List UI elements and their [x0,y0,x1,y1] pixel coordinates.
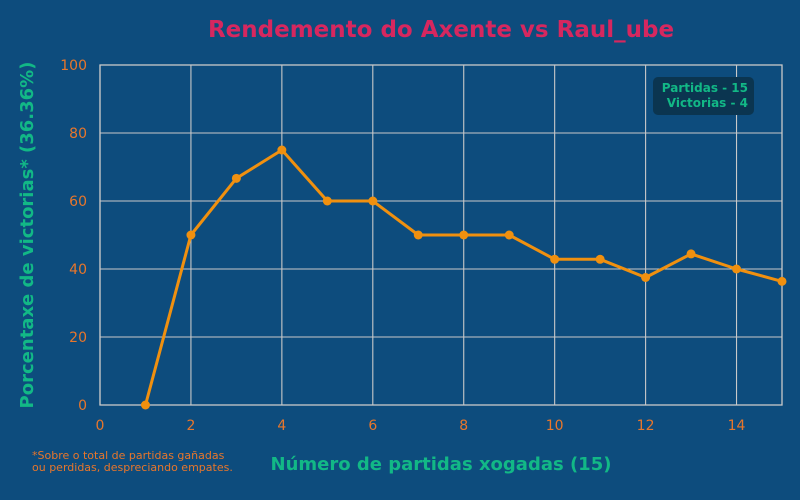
y-tick-label: 20 [69,330,87,346]
x-axis-label: Número de partidas xogadas (15) [271,454,612,475]
plot-frame [99,64,783,406]
data-point [459,230,469,240]
legend-background [653,77,754,115]
x-tick-label: 14 [728,418,746,434]
x-tick-label: 6 [368,418,377,434]
data-point [368,196,378,206]
tick-labels: 0 2 4 6 8 10 12 14 0 20 40 60 80 100 [60,58,745,434]
y-tick-label: 0 [78,398,87,414]
y-tick-label: 100 [60,58,87,74]
series-layer [140,145,787,410]
data-point [413,230,423,240]
plot-border [99,64,783,406]
data-point [732,264,742,274]
data-point [277,145,287,155]
data-point [231,173,241,183]
data-point [186,230,196,240]
data-point [550,254,560,264]
x-tick-label: 4 [277,418,286,434]
data-point [686,249,696,259]
x-tick-label: 0 [96,418,105,434]
data-point [140,400,150,410]
y-axis-label: Porcentaxe de victorias* (36.36%) [17,62,38,409]
x-tick-label: 12 [637,418,655,434]
x-tick-label: 10 [546,418,564,434]
data-point [777,276,787,286]
y-tick-label: 40 [69,262,87,278]
data-point [595,254,605,264]
y-tick-label: 80 [69,126,87,142]
footnote-line-1: *Sobre o total de partidas gañadas [32,449,225,462]
x-tick-label: 8 [459,418,468,434]
data-point [504,230,514,240]
footnote: *Sobre o total de partidas gañadas ou pe… [32,449,233,474]
legend-line-wins: Victorias - 4 [667,96,748,110]
data-point [322,196,332,206]
data-point [641,273,651,282]
chart-title: Rendemento do Axente vs Raul_ube [208,17,674,43]
legend-box: Partidas - 15 Victorias - 4 [653,77,754,115]
legend-line-games: Partidas - 15 [662,81,748,95]
x-tick-label: 2 [186,418,195,434]
y-tick-label: 60 [69,194,87,210]
footnote-line-2: ou perdidas, despreciando empates. [32,461,233,474]
